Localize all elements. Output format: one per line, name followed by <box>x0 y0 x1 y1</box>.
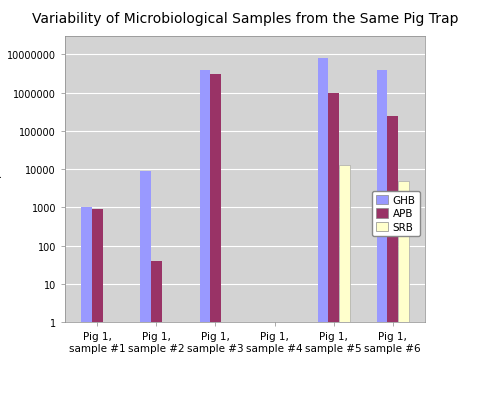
Bar <box>328 93 339 413</box>
Bar <box>151 261 162 413</box>
Bar <box>376 71 388 413</box>
Legend: GHB, APB, SRB: GHB, APB, SRB <box>372 191 420 236</box>
Bar <box>92 209 102 413</box>
Bar <box>318 59 328 413</box>
Title: Variability of Microbiological Samples from the Same Pig Trap: Variability of Microbiological Samples f… <box>32 12 458 26</box>
Bar <box>388 116 398 413</box>
Y-axis label: cells/ml: cells/ml <box>0 158 3 201</box>
Bar <box>200 71 210 413</box>
Bar <box>82 208 92 413</box>
Bar <box>398 181 408 413</box>
Bar <box>339 165 349 413</box>
Bar <box>210 75 221 413</box>
Bar <box>140 171 151 413</box>
